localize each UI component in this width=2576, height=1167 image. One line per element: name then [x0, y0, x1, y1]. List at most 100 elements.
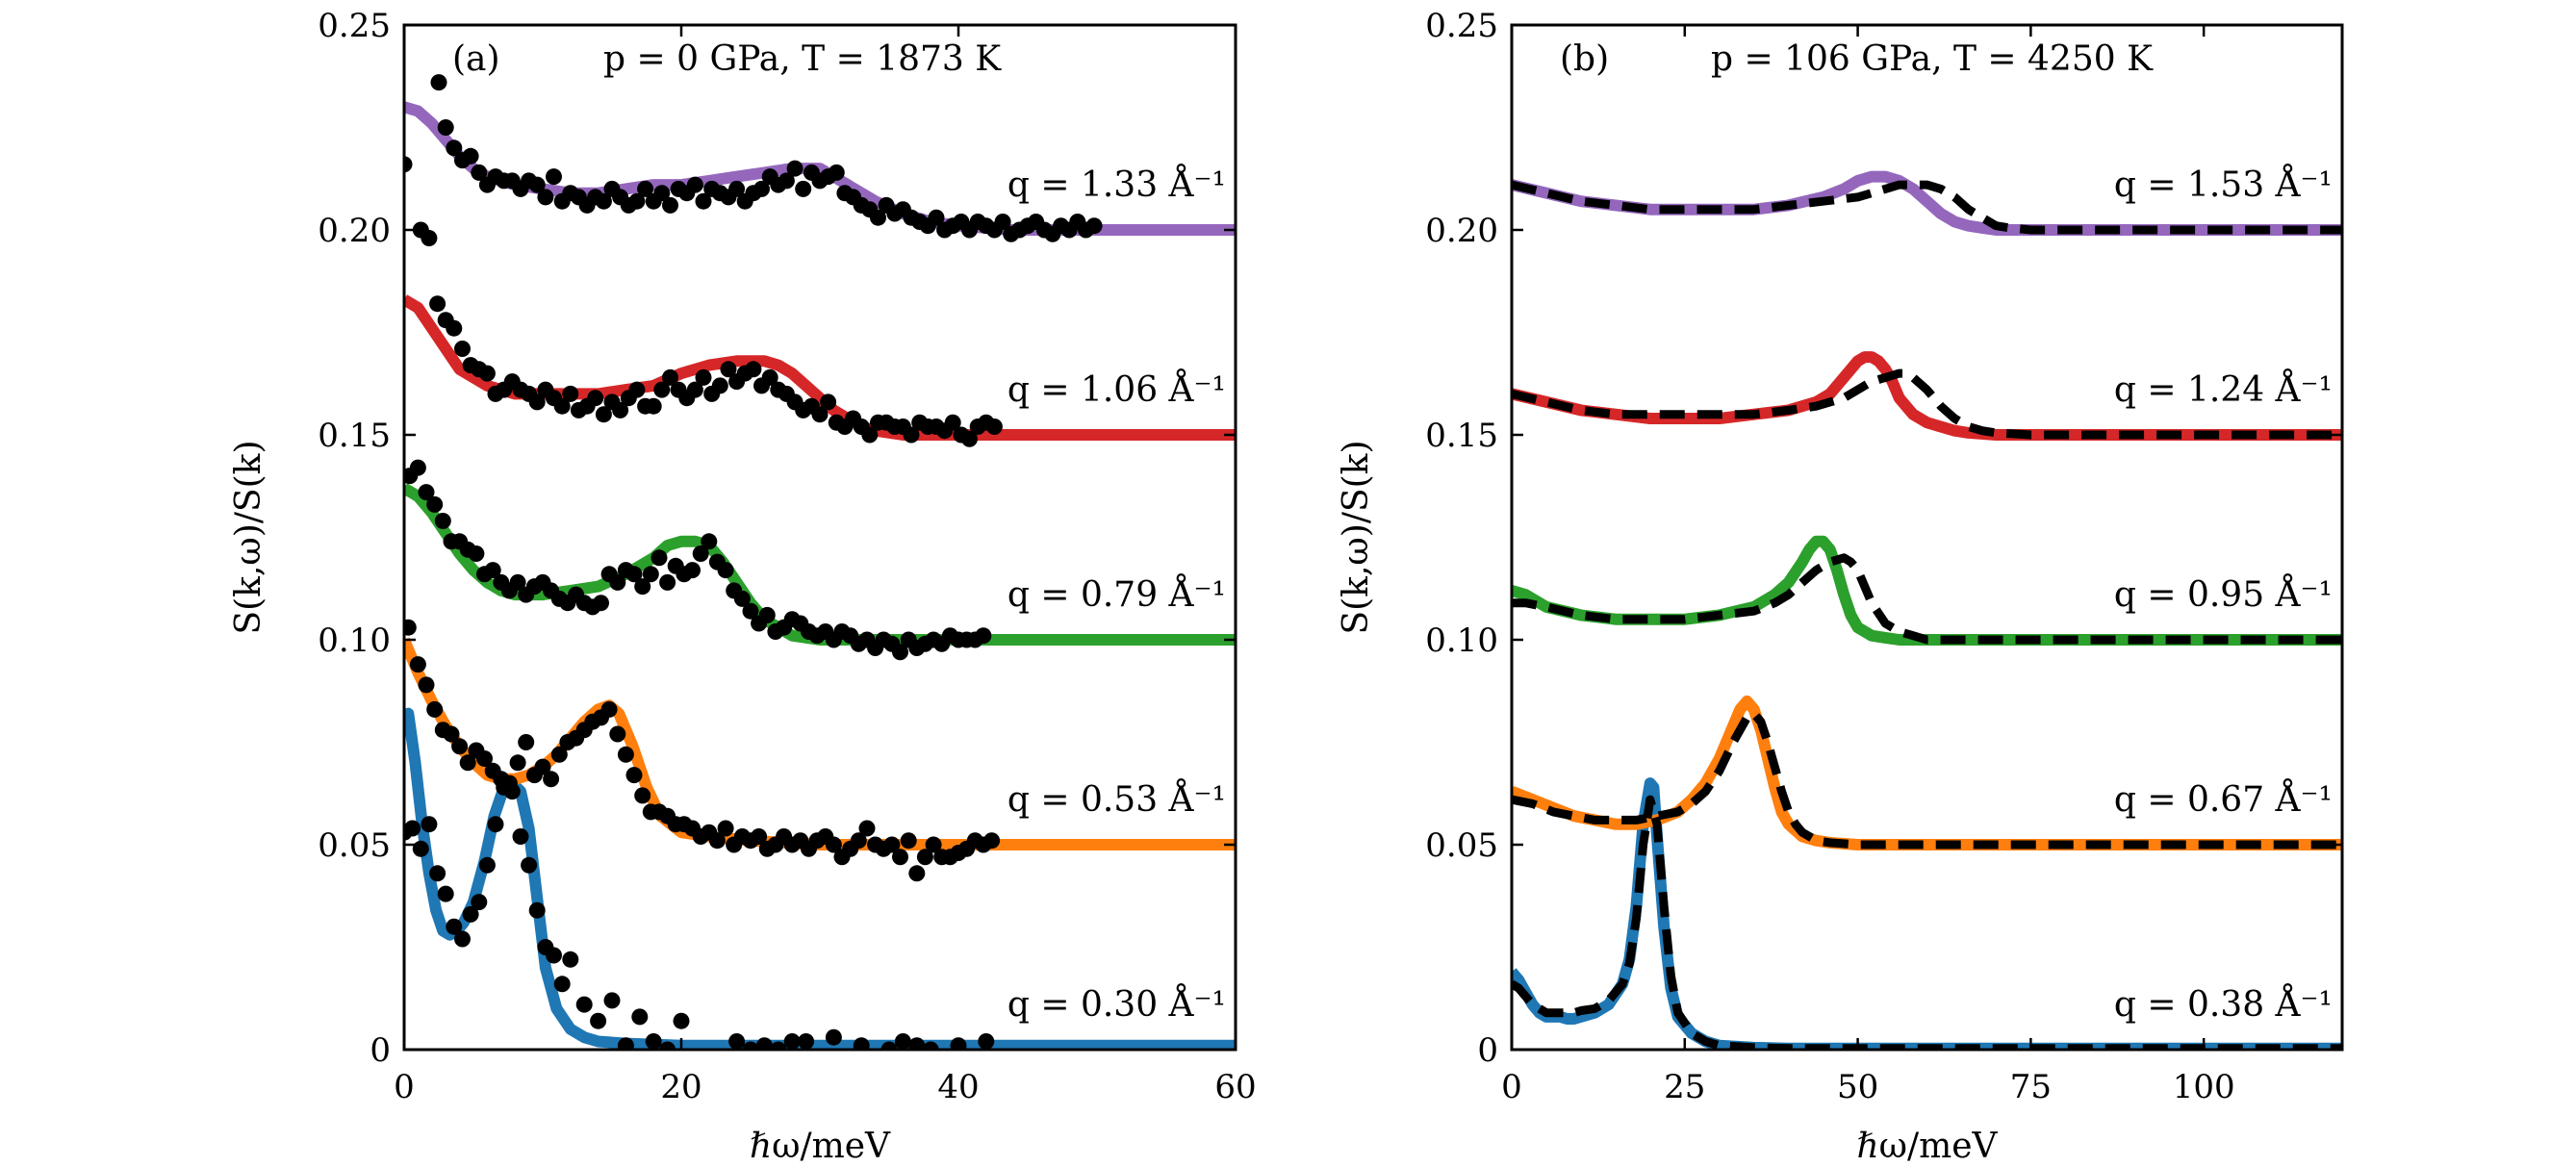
q-label: q = 1.33 Å⁻¹ [1007, 165, 1226, 205]
data-point [925, 836, 942, 853]
data-point [825, 1028, 842, 1046]
data-point [546, 168, 562, 186]
data-point [820, 393, 837, 411]
data-point [717, 562, 734, 579]
data-point [550, 746, 568, 763]
data-point [429, 865, 446, 882]
data-point [418, 676, 435, 694]
data-point [811, 406, 829, 423]
panel-b: 0 25 50 75 100 0 0.05 0.10 0.15 0.20 0.25 (b) p =… [1337, 7, 2344, 1166]
x-tick-label: 0 [1501, 1068, 1522, 1106]
data-point [983, 832, 1001, 850]
y-tick-label: 0.05 [318, 826, 391, 865]
data-point [451, 738, 469, 755]
data-point [645, 1033, 662, 1050]
panel-b-q-labels: q = 0.38 Å⁻¹ q = 0.67 Å⁻¹ q = 0.95 Å⁻¹ q = … [2114, 165, 2333, 1025]
data-point [828, 164, 845, 181]
panel-b-frame [1510, 23, 2344, 1052]
data-point [462, 147, 479, 165]
data-point [454, 341, 471, 357]
data-point [853, 1037, 870, 1050]
data-point [478, 856, 496, 874]
data-point [631, 1008, 649, 1026]
data-point [659, 1041, 676, 1050]
data-point [634, 787, 651, 804]
data-point [418, 484, 435, 501]
x-tick-label: 25 [1664, 1068, 1705, 1106]
panel-b-x-axis-label: ℏω/meV [1856, 1127, 1998, 1166]
panel-a-plot-area [404, 74, 1236, 1050]
x-tick-label: 50 [1837, 1068, 1878, 1106]
data-point [825, 836, 842, 853]
data-point [509, 573, 526, 591]
y-tick-label: 0.25 [1425, 7, 1498, 45]
data-point [994, 214, 1011, 230]
data-point [711, 377, 728, 394]
data-point [1085, 217, 1103, 235]
data-point [720, 361, 737, 378]
data-point [742, 1041, 759, 1050]
y-tick-label: 0.25 [318, 7, 391, 45]
data-point [617, 746, 634, 763]
data-point [708, 832, 726, 850]
data-point [944, 414, 961, 431]
data-point [528, 901, 546, 919]
data-point [861, 426, 879, 444]
data-point [753, 180, 770, 197]
data-point [409, 656, 426, 673]
data-point [476, 750, 493, 767]
data-point [512, 828, 529, 845]
data-point [553, 976, 571, 993]
x-tick-label: 20 [660, 1068, 701, 1106]
data-point [546, 947, 562, 964]
data-point [468, 545, 485, 562]
data-point [534, 758, 551, 775]
series-line-1 [1512, 795, 2342, 1050]
data-point [412, 840, 429, 857]
data-point [728, 180, 746, 197]
data-point [521, 856, 538, 874]
data-point [484, 562, 501, 579]
data-point [434, 513, 451, 529]
data-point [778, 172, 795, 190]
data-point [786, 160, 803, 177]
panel-b-x-ticks: 0 25 50 75 100 [1501, 25, 2235, 1106]
data-point [922, 1041, 939, 1050]
y-tick-label: 0.20 [1425, 212, 1498, 250]
series-line-9 [1512, 180, 2342, 235]
data-point [695, 192, 712, 210]
data-point [903, 426, 920, 444]
data-point [587, 390, 604, 407]
panel-b-y-axis-label: S(k,ω)/S(k) [1337, 440, 1376, 634]
data-point [653, 381, 671, 398]
data-point [446, 319, 463, 337]
data-point [426, 495, 444, 513]
y-tick-label: 0.05 [1425, 826, 1498, 865]
data-point [430, 74, 447, 91]
data-point [978, 1033, 995, 1050]
data-point [612, 401, 629, 419]
data-point [892, 849, 908, 866]
data-point [686, 381, 703, 398]
q-label: q = 0.67 Å⁻¹ [2114, 779, 2333, 820]
data-point [609, 725, 626, 743]
data-point [770, 1041, 787, 1050]
data-point [733, 590, 751, 607]
data-point [742, 602, 759, 620]
data-point [603, 992, 621, 1009]
panel-b-tag: (b) [1560, 39, 1609, 79]
data-point [478, 365, 496, 382]
y-tick-label: 0.15 [1425, 417, 1498, 455]
data-point [637, 180, 654, 197]
data-point [900, 832, 917, 850]
y-tick-label: 0.15 [318, 417, 391, 455]
data-point [509, 754, 526, 772]
x-tick-label: 100 [2173, 1068, 2235, 1106]
data-point [404, 156, 413, 173]
data-point [755, 1037, 773, 1050]
data-point [916, 849, 933, 866]
data-point [429, 295, 446, 313]
y-tick-label: 0.10 [1425, 622, 1498, 660]
data-point [758, 606, 776, 623]
data-point [985, 419, 1003, 435]
